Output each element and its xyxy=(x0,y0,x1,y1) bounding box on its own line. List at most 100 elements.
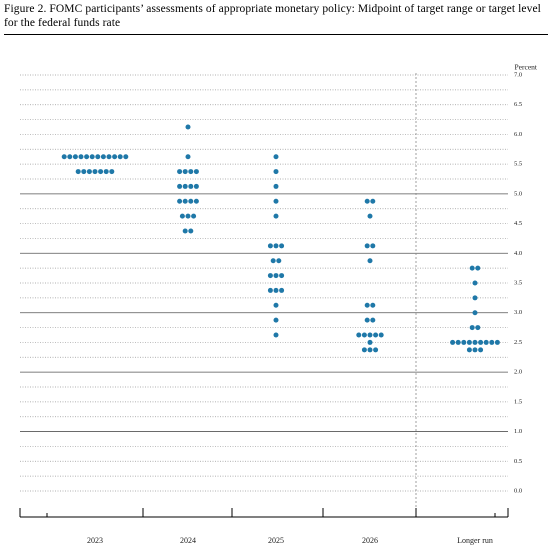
y-tick-label: 1.0 xyxy=(514,428,522,435)
dot xyxy=(103,169,109,175)
dot xyxy=(370,198,376,204)
y-tick-label: 3.0 xyxy=(514,309,522,316)
x-tick-label: 2023 xyxy=(87,536,103,545)
dot xyxy=(367,332,373,338)
dot xyxy=(188,198,194,204)
dot xyxy=(123,154,129,160)
dot xyxy=(89,154,95,160)
dot xyxy=(193,169,199,175)
dot xyxy=(472,347,478,353)
dot xyxy=(361,332,367,338)
dot xyxy=(191,213,197,219)
dot xyxy=(356,332,362,338)
dot xyxy=(92,169,98,175)
dot xyxy=(267,287,273,293)
dot xyxy=(478,339,484,345)
dot xyxy=(273,213,279,219)
y-tick-label: 7.0 xyxy=(514,71,522,78)
dot xyxy=(273,317,279,323)
dot xyxy=(188,183,194,189)
dot xyxy=(273,169,279,175)
dot xyxy=(461,339,467,345)
dot xyxy=(450,339,456,345)
x-tick-label: 2024 xyxy=(180,536,196,545)
dot xyxy=(193,183,199,189)
y-axis-label: Percent xyxy=(515,63,538,72)
dot xyxy=(279,273,285,279)
title-rule xyxy=(4,34,548,35)
y-tick-label: 4.0 xyxy=(514,250,522,257)
dot xyxy=(279,287,285,293)
x-tick-label: 2025 xyxy=(268,536,284,545)
dot xyxy=(179,213,185,219)
dot xyxy=(177,198,183,204)
dot xyxy=(273,154,279,160)
dot xyxy=(475,265,481,271)
dot xyxy=(75,169,81,175)
dot xyxy=(494,339,500,345)
dot xyxy=(367,258,373,264)
dot xyxy=(273,273,279,279)
dot xyxy=(67,154,73,160)
y-tick-label: 1.5 xyxy=(514,398,522,405)
dot xyxy=(185,213,191,219)
dot xyxy=(273,302,279,308)
dot xyxy=(109,169,115,175)
dot xyxy=(273,243,279,249)
dot xyxy=(98,169,104,175)
dot xyxy=(273,198,279,204)
dot xyxy=(185,154,191,160)
dot xyxy=(117,154,123,160)
dot xyxy=(361,347,367,353)
y-tick-label: 3.5 xyxy=(514,279,522,286)
dot xyxy=(86,169,92,175)
dot xyxy=(364,317,370,323)
dot xyxy=(177,183,183,189)
y-tick-label: 0.0 xyxy=(514,487,522,494)
dot xyxy=(106,154,112,160)
dot xyxy=(270,258,276,264)
y-tick-label: 4.5 xyxy=(514,220,522,227)
dot xyxy=(267,243,273,249)
dot xyxy=(370,243,376,249)
dot xyxy=(472,280,478,286)
dot xyxy=(367,347,373,353)
dot xyxy=(276,258,282,264)
chart-title: Figure 2. FOMC participants’ assessments… xyxy=(4,3,541,29)
y-tick-label: 6.5 xyxy=(514,101,522,108)
y-tick-label: 5.0 xyxy=(514,190,522,197)
dot xyxy=(370,317,376,323)
dot xyxy=(373,347,379,353)
dot xyxy=(78,154,84,160)
x-tick-label: 2026 xyxy=(362,536,378,545)
dot xyxy=(95,154,101,160)
dot xyxy=(466,339,472,345)
dot xyxy=(182,183,188,189)
y-tick-label: 5.5 xyxy=(514,161,522,168)
dot xyxy=(279,243,285,249)
dot xyxy=(72,154,78,160)
dot xyxy=(472,295,478,301)
dot xyxy=(185,124,191,130)
dot xyxy=(267,273,273,279)
dot xyxy=(61,154,67,160)
y-tick-label: 2.5 xyxy=(514,339,522,346)
x-tick-label: Longer run xyxy=(457,536,493,545)
dot xyxy=(472,339,478,345)
dot xyxy=(177,169,183,175)
dot xyxy=(182,169,188,175)
dot xyxy=(489,339,495,345)
dot xyxy=(378,332,384,338)
y-tick-label: 6.0 xyxy=(514,131,522,138)
dot xyxy=(273,332,279,338)
dot xyxy=(472,310,478,316)
y-tick-label: 0.5 xyxy=(514,458,522,465)
dot xyxy=(475,325,481,331)
dot xyxy=(364,243,370,249)
dot xyxy=(364,198,370,204)
dot xyxy=(273,183,279,189)
dot xyxy=(100,154,106,160)
dot xyxy=(188,228,194,234)
dot xyxy=(455,339,461,345)
